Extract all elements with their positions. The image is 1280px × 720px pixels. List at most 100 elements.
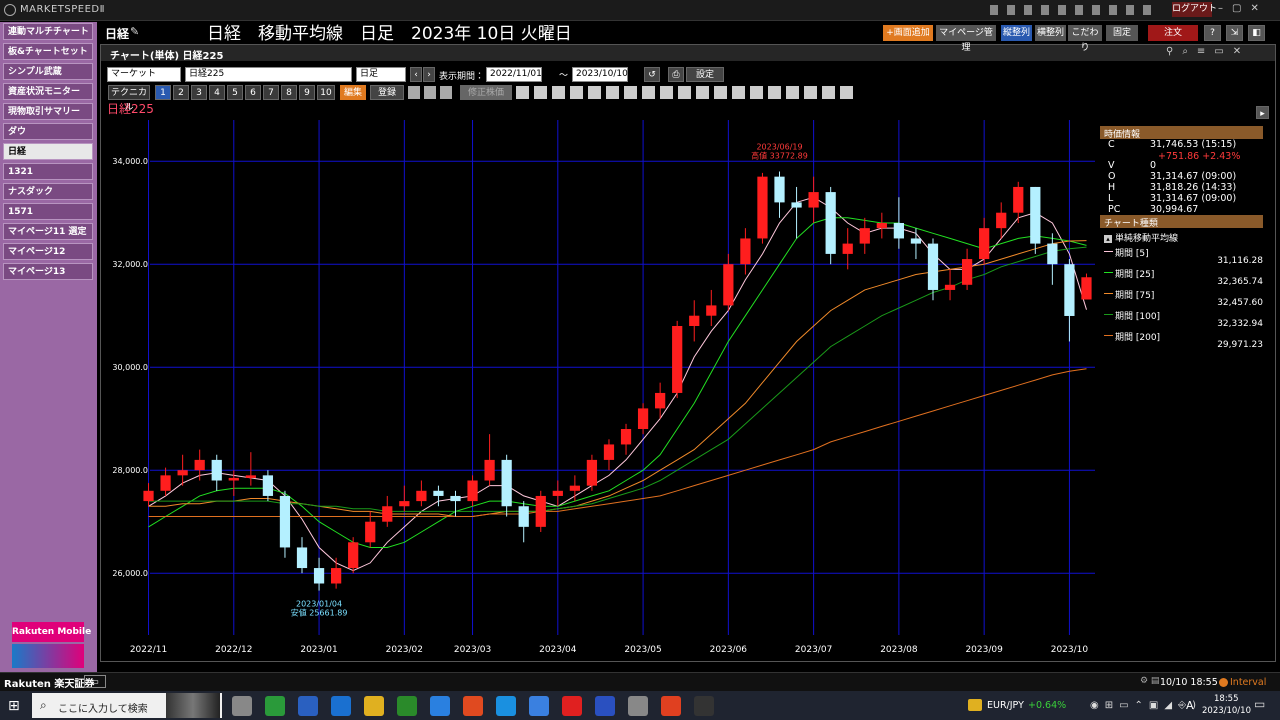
sidebar-item[interactable]: 現物取引サマリー	[3, 103, 93, 120]
page-name: 日経	[105, 27, 130, 41]
top-icons[interactable]	[990, 5, 1160, 15]
indicator-text: 単純移動平均線	[1115, 234, 1179, 244]
window-controls[interactable]: –▢✕	[1218, 3, 1268, 14]
taskbar-app[interactable]	[694, 696, 714, 716]
taskbar-app[interactable]	[364, 696, 384, 716]
logout-button[interactable]: ログアウト	[1172, 2, 1217, 17]
taskbar-app[interactable]	[661, 696, 681, 716]
print-button[interactable]: ⎙	[668, 67, 684, 82]
info-value: 31,314.67 (09:00)	[1150, 193, 1237, 204]
header-button[interactable]: 注文	[1148, 25, 1198, 41]
ad-image[interactable]	[12, 644, 84, 668]
register-button[interactable]: 登録	[370, 85, 404, 100]
candle-body	[603, 444, 615, 460]
sidebar-item[interactable]: 連動マルチチャート	[3, 23, 93, 40]
header-button[interactable]: 固定	[1106, 25, 1138, 41]
taskbar-app[interactable]	[397, 696, 417, 716]
to-date[interactable]: 2023/10/10	[572, 67, 628, 82]
sidebar-item[interactable]: 板&チャートセット	[3, 43, 93, 60]
tray-icons[interactable]: ◉⊞▭⌃▣◢⎆)	[1090, 700, 1202, 711]
slot-button[interactable]: 3	[191, 85, 207, 100]
technical-button[interactable]: テクニカル	[108, 85, 150, 113]
slot-button[interactable]: 7	[263, 85, 279, 100]
header-button[interactable]: マイページ管理	[936, 25, 996, 53]
refresh-button[interactable]: ↺	[644, 67, 660, 82]
slot-button[interactable]: 10	[317, 85, 335, 100]
candle-body	[1013, 186, 1024, 213]
adjusted-button[interactable]: 修正株価	[460, 85, 512, 100]
taskbar-app[interactable]	[265, 696, 285, 716]
taskbar-app[interactable]	[595, 696, 615, 716]
taskbar-app[interactable]	[628, 696, 648, 716]
info-value: 31,314.67 (09:00)	[1150, 171, 1237, 182]
collapse-icon[interactable]: ▴	[1104, 235, 1112, 243]
slot-button[interactable]: 9	[299, 85, 315, 100]
taskbar-app[interactable]	[298, 696, 318, 716]
sidebar-item[interactable]: 日経	[3, 143, 93, 160]
taskbar-app[interactable]	[232, 696, 252, 716]
header-button[interactable]: +画面追加	[883, 25, 933, 41]
slot-button[interactable]: 4	[209, 85, 225, 100]
prev-button[interactable]: ‹	[410, 67, 422, 82]
taskbar-app[interactable]	[331, 696, 351, 716]
sidebar-item[interactable]: マイページ13	[3, 263, 93, 280]
market-select[interactable]: マーケット	[107, 67, 181, 82]
taskbar-app[interactable]	[562, 696, 582, 716]
slot-button[interactable]: 5	[227, 85, 243, 100]
window-title: チャート(単体) 日経225	[110, 51, 224, 62]
panel-toggle[interactable]: ▸	[1256, 106, 1269, 119]
y-tick-label: 26,000.0	[112, 569, 148, 578]
status-icons[interactable]: ⚙ ▤	[1140, 676, 1160, 686]
x-tick-label: 2023/02	[386, 645, 423, 655]
candle-body	[211, 459, 222, 481]
drawing-tools[interactable]	[516, 86, 856, 99]
chart: 日経225 26,000.0 28,000.0 30,000.0 32,000.0 34,…	[107, 102, 1095, 655]
status-icon[interactable]: ▭	[84, 675, 106, 688]
edit-icon[interactable]: ✎	[130, 25, 140, 38]
sidebar-item[interactable]: 1571	[3, 203, 93, 220]
info-header-bg	[1100, 126, 1263, 139]
sidebar-item[interactable]: マイページ11 選定	[3, 223, 93, 240]
taskbar-app[interactable]	[529, 696, 549, 716]
header-button[interactable]: 縦整列	[1001, 25, 1032, 41]
sidebar-item[interactable]: シンプル武蔵	[3, 63, 93, 80]
next-button[interactable]: ›	[423, 67, 435, 82]
help-button[interactable]: ?	[1204, 25, 1221, 41]
brand: MARKETSPEEDⅡ	[20, 4, 106, 15]
taskbar-app[interactable]	[463, 696, 483, 716]
sidebar-item[interactable]: マイページ12	[3, 243, 93, 260]
slot-button[interactable]: 1	[155, 85, 171, 100]
interval-select[interactable]: 日足	[356, 67, 406, 82]
settings-button[interactable]: 設定	[686, 67, 724, 82]
y-tick-label: 34,000.0	[112, 157, 148, 166]
taskbar-app[interactable]	[430, 696, 450, 716]
clock-time: 18:55	[1214, 694, 1239, 704]
window-icons[interactable]: ⚲⌕≡▭✕	[1166, 46, 1251, 57]
edit-button[interactable]: 編集	[340, 85, 366, 100]
from-date[interactable]: 2022/11/01	[486, 67, 542, 82]
header-button[interactable]: こだわり	[1068, 25, 1102, 53]
taskbar-app[interactable]	[496, 696, 516, 716]
slot-button[interactable]: 6	[245, 85, 261, 100]
sidebar-item[interactable]: ダウ	[3, 123, 93, 140]
icon-button[interactable]: ◧	[1248, 25, 1265, 41]
ime-indicator[interactable]: A	[1186, 699, 1194, 712]
tool-icons[interactable]	[408, 86, 456, 99]
symbol-select[interactable]: 日経225	[185, 67, 352, 82]
info-value: 31,818.26 (14:33)	[1150, 182, 1237, 193]
slot-button[interactable]: 8	[281, 85, 297, 100]
sidebar-item[interactable]: 資産状況モニター	[3, 83, 93, 100]
notification-icon[interactable]: ▭	[1254, 697, 1266, 711]
sidebar-item[interactable]: ナスダック	[3, 183, 93, 200]
sidebar-item[interactable]: 1321	[3, 163, 93, 180]
slot-button[interactable]: 2	[173, 85, 189, 100]
period-tilde: ～	[559, 71, 569, 81]
low-annotation: 安値 25661.89	[291, 608, 348, 618]
ad-banner[interactable]: Rakuten Mobile	[12, 622, 91, 642]
legend-swatch	[1104, 335, 1113, 336]
candle-body	[518, 506, 529, 527]
legend-name: 期間 [75]	[1115, 291, 1155, 301]
icon-button[interactable]: ⇲	[1226, 25, 1243, 41]
header-button[interactable]: 横整列	[1035, 25, 1066, 41]
start-button[interactable]: ⊞	[8, 698, 20, 714]
